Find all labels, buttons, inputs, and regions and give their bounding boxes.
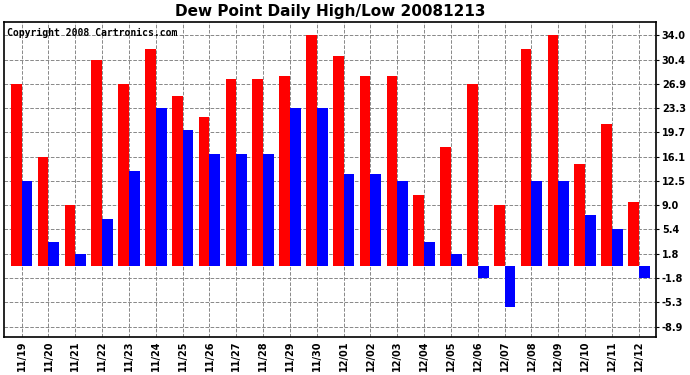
Bar <box>11 84 21 266</box>
Bar <box>333 56 344 266</box>
Bar <box>21 181 32 266</box>
Bar <box>601 124 612 266</box>
Bar <box>102 219 113 266</box>
Bar <box>48 242 59 266</box>
Bar <box>504 266 515 307</box>
Bar <box>440 147 451 266</box>
Bar <box>344 174 355 266</box>
Bar <box>290 108 301 266</box>
Bar <box>236 154 247 266</box>
Bar <box>75 254 86 266</box>
Bar <box>156 108 166 266</box>
Bar <box>424 242 435 266</box>
Bar <box>585 215 596 266</box>
Bar <box>575 164 585 266</box>
Bar <box>145 49 156 266</box>
Bar <box>531 181 542 266</box>
Bar <box>359 76 371 266</box>
Bar <box>386 76 397 266</box>
Bar <box>467 84 477 266</box>
Bar <box>129 171 139 266</box>
Bar <box>558 181 569 266</box>
Bar <box>65 205 75 266</box>
Bar <box>494 205 504 266</box>
Bar <box>371 174 381 266</box>
Bar <box>548 35 558 266</box>
Text: Copyright 2008 Cartronics.com: Copyright 2008 Cartronics.com <box>8 28 178 38</box>
Bar <box>397 181 408 266</box>
Bar <box>477 266 489 278</box>
Bar <box>413 195 424 266</box>
Bar <box>38 157 48 266</box>
Bar <box>306 35 317 266</box>
Bar <box>263 154 274 266</box>
Bar <box>210 154 220 266</box>
Title: Dew Point Daily High/Low 20081213: Dew Point Daily High/Low 20081213 <box>175 4 486 19</box>
Bar <box>91 60 102 266</box>
Bar <box>612 230 623 266</box>
Bar <box>253 80 263 266</box>
Bar <box>639 266 649 278</box>
Bar <box>521 49 531 266</box>
Bar <box>118 84 129 266</box>
Bar <box>451 254 462 266</box>
Bar <box>317 108 328 266</box>
Bar <box>172 96 183 266</box>
Bar <box>279 76 290 266</box>
Bar <box>199 117 210 266</box>
Bar <box>628 202 639 266</box>
Bar <box>226 80 236 266</box>
Bar <box>183 130 193 266</box>
